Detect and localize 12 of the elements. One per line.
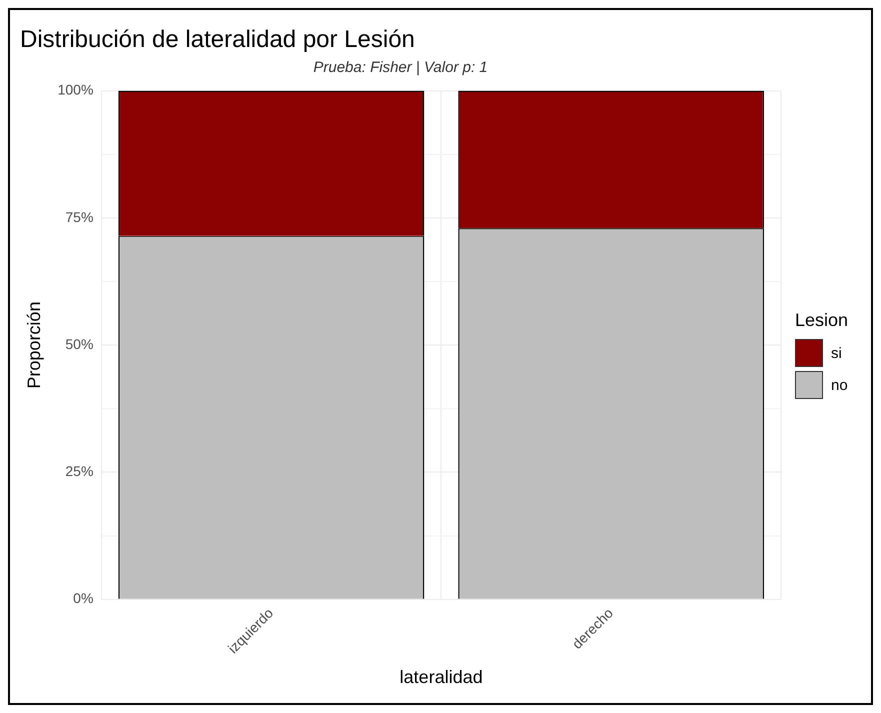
legend-label: si <box>831 344 842 362</box>
chart-subtitle: Prueba: Fisher | Valor p: 1 <box>313 58 488 76</box>
y-axis-title: Proporción <box>24 302 44 389</box>
legend-title: Lesion <box>795 310 848 331</box>
legend-label: no <box>831 376 848 394</box>
y-tick-label: 75% <box>65 208 94 225</box>
y-tick-label: 0% <box>73 590 94 606</box>
y-tick-label: 100% <box>58 82 94 98</box>
x-axis-title: lateralidad <box>400 667 483 688</box>
chart-title: Distribución de lateralidad por Lesión <box>20 26 415 54</box>
y-tick-label: 50% <box>65 336 94 352</box>
y-tick-label: 25% <box>65 463 94 480</box>
